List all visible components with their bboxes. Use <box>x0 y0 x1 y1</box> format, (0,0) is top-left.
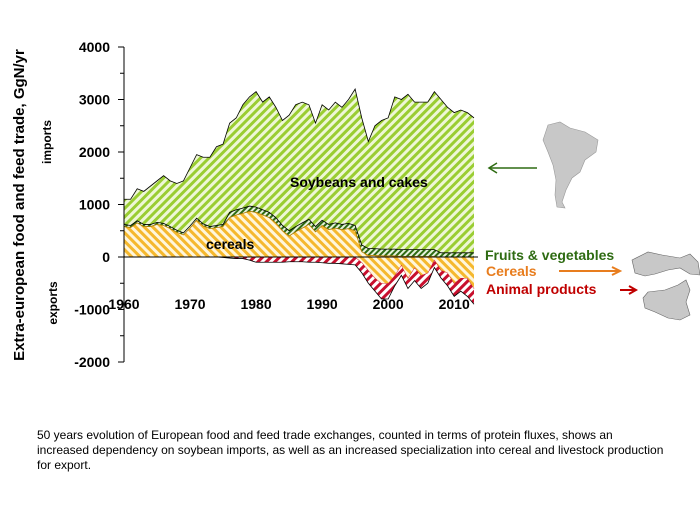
animal-export-area <box>124 257 474 305</box>
y-tick-label: 0 <box>102 249 110 265</box>
y-tick-label: -1000 <box>74 302 110 318</box>
fruits-vegetables-area-outline <box>123 205 474 254</box>
soybeans-area-label: Soybeans and cakes <box>290 174 428 190</box>
y-tick-label: 4000 <box>79 39 110 55</box>
legend-cereals: Cereals <box>486 263 537 279</box>
soybeans-area <box>124 89 474 253</box>
y-tick-label: 2000 <box>79 144 110 160</box>
y-tick-label: -2000 <box>74 354 110 370</box>
cereals-area-label: cereals <box>206 236 254 252</box>
legend-fruits: Fruits & vegetables <box>485 247 614 263</box>
y-tick-label: 3000 <box>79 92 110 108</box>
x-tick-label: 2010 <box>439 296 470 312</box>
figure-caption: 50 years evolution of European food and … <box>37 428 664 472</box>
y-axis-label: Extra-european food and feed trade, GgN/… <box>11 49 28 361</box>
x-tick-label: 2000 <box>373 296 404 312</box>
y-tick-label: 1000 <box>79 197 110 213</box>
cereals-export-area <box>124 257 474 289</box>
animal-export-arrow <box>620 285 639 295</box>
legend-animal: Animal products <box>486 281 597 297</box>
x-tick-label: 1990 <box>307 296 338 312</box>
cereal-export-arrow <box>559 266 623 276</box>
import-arrow <box>487 162 537 174</box>
china-map-icon <box>642 279 691 321</box>
x-tick-label: 1960 <box>108 296 139 312</box>
cereals-import-area <box>124 211 474 257</box>
imports-label: imports <box>40 120 54 164</box>
x-tick-label: 1980 <box>240 296 271 312</box>
north-africa-map-icon <box>631 251 700 277</box>
south-america-map-icon <box>542 121 599 209</box>
exports-label: exports <box>46 281 60 325</box>
x-tick-label: 1970 <box>174 296 205 312</box>
cereals-import-area-outline <box>123 210 474 258</box>
soybeans-area-outline <box>124 87 475 200</box>
